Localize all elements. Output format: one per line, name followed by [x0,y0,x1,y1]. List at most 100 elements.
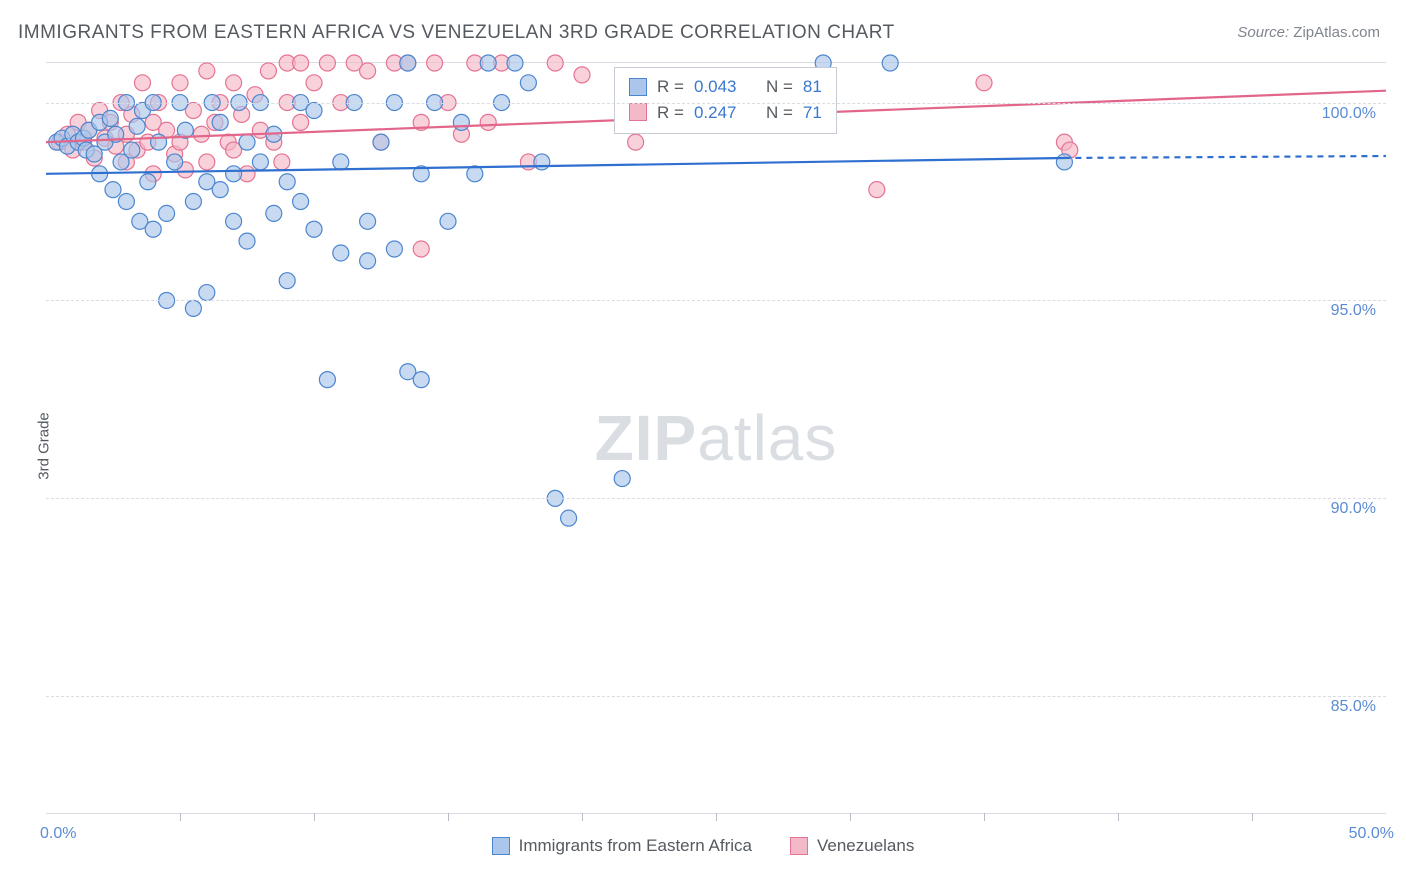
gridline-h [46,300,1386,301]
scatter-point [869,182,885,198]
xtick [448,813,449,821]
scatter-point [140,174,156,190]
scatter-point [507,55,523,71]
scatter-point [226,213,242,229]
scatter-point [400,55,416,71]
gridline-h [46,103,1386,104]
xtick [1252,813,1253,821]
scatter-point [105,182,121,198]
scatter-point [333,154,349,170]
scatter-point [172,75,188,91]
corr-swatch-a [629,78,647,96]
scatter-point [614,471,630,487]
scatter-point [520,75,536,91]
scatter-point [373,134,389,150]
chart-svg [46,63,1386,813]
scatter-point [266,205,282,221]
xtick [314,813,315,821]
source-attribution: Source: ZipAtlas.com [1237,24,1380,41]
scatter-point [360,213,376,229]
scatter-point [427,55,443,71]
scatter-point [319,372,335,388]
source-label: Source: [1237,24,1289,41]
scatter-point [480,55,496,71]
scatter-point [293,114,309,130]
scatter-point [260,63,276,79]
legend-label-b: Venezuelans [817,836,914,856]
scatter-point [561,510,577,526]
scatter-point [239,134,255,150]
scatter-point [212,182,228,198]
xtick [1118,813,1119,821]
corr-r-value-a: 0.043 [694,74,737,100]
scatter-point [360,63,376,79]
scatter-point [226,166,242,182]
corr-swatch-b [629,103,647,121]
scatter-point [293,55,309,71]
xtick [180,813,181,821]
ytick-label: 100.0% [1322,105,1376,123]
gridline-h [46,498,1386,499]
scatter-point [239,233,255,249]
xtick [716,813,717,821]
legend-swatch-a [492,837,510,855]
scatter-point [185,300,201,316]
scatter-point [628,134,644,150]
xtick [850,813,851,821]
scatter-point [306,75,322,91]
ytick-label: 95.0% [1331,302,1376,320]
scatter-point [199,285,215,301]
scatter-point [279,174,295,190]
scatter-point [159,205,175,221]
legend-swatch-b [790,837,808,855]
scatter-point [534,154,550,170]
scatter-point [145,221,161,237]
scatter-point [212,114,228,130]
corr-n-value-a: 81 [803,74,822,100]
scatter-point [306,102,322,118]
scatter-point [882,55,898,71]
scatter-point [574,67,590,83]
scatter-point [319,55,335,71]
bottom-legend: Immigrants from Eastern Africa Venezuela… [0,836,1406,856]
corr-r-label-a: R = [657,74,684,100]
correlation-box: R = 0.043 N = 81 R = 0.247 N = 71 [614,67,837,134]
scatter-point [306,221,322,237]
trend-line [1064,156,1386,158]
ytick-label: 90.0% [1331,500,1376,518]
scatter-point [279,273,295,289]
chart-title: IMMIGRANTS FROM EASTERN AFRICA VS VENEZU… [18,22,895,44]
scatter-point [193,126,209,142]
scatter-point [1056,154,1072,170]
legend-label-a: Immigrants from Eastern Africa [519,836,752,856]
corr-row-a: R = 0.043 N = 81 [629,74,822,100]
scatter-point [102,110,118,126]
scatter-point [333,245,349,261]
scatter-point [274,154,290,170]
legend-item-a: Immigrants from Eastern Africa [492,836,752,856]
scatter-point [167,154,183,170]
scatter-point [976,75,992,91]
scatter-point [199,154,215,170]
scatter-point [547,55,563,71]
scatter-point [252,154,268,170]
scatter-point [386,241,402,257]
scatter-point [413,372,429,388]
scatter-point [134,75,150,91]
legend-item-b: Venezuelans [790,836,914,856]
scatter-point [226,75,242,91]
scatter-point [118,194,134,210]
scatter-point [185,194,201,210]
plot-area: ZIPatlas R = 0.043 N = 81 R = 0.247 N = … [46,62,1386,814]
scatter-point [293,194,309,210]
scatter-point [453,114,469,130]
gridline-h [46,696,1386,697]
scatter-point [413,241,429,257]
corr-n-label-a: N = [766,74,793,100]
scatter-point [480,114,496,130]
scatter-point [129,118,145,134]
scatter-point [360,253,376,269]
scatter-point [124,142,140,158]
xtick [582,813,583,821]
scatter-point [440,213,456,229]
